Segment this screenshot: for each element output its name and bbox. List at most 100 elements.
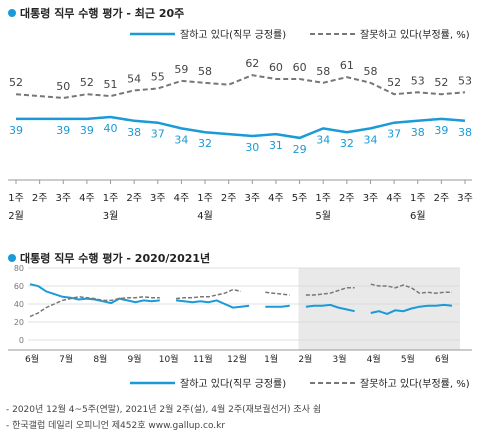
bullet-dot-icon: [8, 254, 16, 262]
x-tick-label: 2주: [32, 193, 48, 204]
shaded-2021-region: [298, 268, 460, 350]
approve-data-label: 30: [245, 141, 259, 154]
disapprove-line: [15, 74, 466, 100]
approve-line: [175, 299, 250, 309]
x-tick-label: 3주: [363, 193, 379, 204]
disapprove-data-label: 52: [80, 76, 94, 89]
chart2-title: 대통령 직무 수행 평가 - 2020/2021년: [8, 250, 210, 266]
disapprove-data-label: 59: [174, 63, 188, 76]
approve-data-label: 39: [56, 124, 70, 137]
approve-data-label: 34: [174, 133, 188, 146]
footnote-2: - 한국갤럽 데일리 오피니언 제452호 www.gallup.co.kr: [6, 421, 226, 431]
disapprove-data-label: 53: [458, 74, 472, 87]
disapprove-data-label: 60: [269, 61, 283, 74]
disapprove-data-label: 51: [104, 78, 118, 91]
month-label: 5월: [401, 353, 415, 365]
approve-data-label: 32: [340, 137, 354, 150]
disapprove-data-label: 58: [198, 65, 212, 78]
disapprove-data-label: 62: [245, 57, 259, 70]
month-label: 6월: [25, 353, 39, 365]
disapprove-line: [265, 291, 290, 296]
y-tick-label: 20: [14, 318, 24, 327]
y-tick-label: 40: [14, 300, 24, 309]
approve-data-label: 31: [269, 139, 283, 152]
disapprove-data-label: 52: [387, 76, 401, 89]
disapprove-line: [370, 283, 452, 294]
disapprove-data-label: 50: [56, 80, 70, 93]
approve-data-label: 38: [458, 126, 472, 139]
legend-disapprove-label: 잘못하고 있다(부정률, %): [360, 28, 470, 41]
x-tick-label: 4주: [268, 193, 284, 204]
chart2-svg: 0 20 40 60 80 6월 7월 8월 9월 10월 11월 12월 1월 2월 3월 4월 5월 6월잘하…: [8, 264, 472, 390]
approve-data-label: 38: [127, 126, 141, 139]
disapprove-data-label: 61: [340, 59, 354, 72]
month-label: 1월: [264, 353, 278, 365]
month-label: 6월: [410, 210, 426, 222]
disapprove-data-label: 52: [9, 76, 23, 89]
approve-line: [29, 283, 160, 305]
month-label: 5월: [315, 210, 331, 222]
x-tick-label: 1주: [315, 193, 331, 204]
x-tick-label: 1주: [197, 193, 213, 204]
month-label: 9월: [127, 353, 141, 365]
y-tick-label: 0: [19, 336, 24, 345]
approve-line: [16, 115, 466, 140]
x-tick-label: 2주: [434, 193, 450, 204]
x-tick-label: 3주: [457, 193, 473, 204]
x-tick-label: 4주: [79, 193, 95, 204]
month-label: 12월: [227, 353, 247, 365]
x-tick-label: 1주: [103, 193, 119, 204]
approve-data-label: 39: [80, 124, 94, 137]
month-label: 8월: [93, 353, 107, 365]
y-tick-label: 80: [14, 264, 24, 273]
legend-approve-label: 잘하고 있다(직무 긍정률): [180, 28, 286, 41]
month-label: 3월: [332, 353, 346, 365]
legend-disapprove-label: 잘못하고 있다(부정률, %): [360, 377, 470, 390]
x-tick-label: 1주: [8, 193, 24, 204]
disapprove-data-label: 58: [363, 65, 377, 78]
approve-data-label: 40: [104, 122, 118, 135]
legend-approve-label: 잘하고 있다(직무 긍정률): [180, 377, 286, 390]
x-tick-label: 2주: [126, 193, 142, 204]
disapprove-data-label: 52: [434, 76, 448, 89]
month-label: 4월: [197, 210, 213, 222]
chart1-svg: 잘하고 있다(직무 긍정률) 잘못하고 있다(부정률, %) 39 39 39 40 38 3…: [8, 28, 473, 222]
month-label: 7월: [59, 353, 73, 365]
approve-data-label: 34: [363, 133, 377, 146]
approve-line: [305, 303, 355, 313]
x-tick-label: 3주: [245, 193, 261, 204]
approve-data-label: 29: [293, 143, 307, 156]
approve-data-label: 37: [151, 128, 165, 141]
disapprove-line: [29, 296, 160, 318]
approve-data-label: 39: [434, 124, 448, 137]
disapprove-line: [305, 287, 355, 296]
chart1-title: 대통령 직무 수행 평가 - 최근 20주: [8, 5, 184, 21]
bullet-dot-icon: [8, 9, 16, 17]
month-label: 10월: [159, 353, 179, 365]
disapprove-data-label: 58: [316, 65, 330, 78]
disapprove-data-label: 53: [411, 74, 425, 87]
month-label: 2월: [8, 210, 24, 222]
disapprove-line: [176, 288, 242, 300]
month-label: 2월: [298, 353, 312, 365]
month-label: 11월: [193, 353, 213, 365]
x-tick-label: 2주: [339, 193, 355, 204]
approve-data-label: 37: [387, 128, 401, 141]
footnote-1: - 2020년 12월 4~5주(연말), 2021년 2월 2주(설), 4월…: [6, 405, 322, 415]
x-tick-label: 2주: [221, 193, 237, 204]
disapprove-data-label: 55: [151, 71, 165, 84]
x-tick-label: 3주: [150, 193, 166, 204]
disapprove-data-label: 60: [293, 61, 307, 74]
approve-data-label: 34: [316, 133, 330, 146]
approve-data-label: 38: [411, 126, 425, 139]
x-tick-label: 4주: [386, 193, 402, 204]
x-tick-label: 5주: [292, 193, 308, 204]
x-tick-label: 3주: [55, 193, 71, 204]
approve-line: [265, 304, 290, 308]
y-tick-label: 60: [14, 282, 24, 291]
disapprove-data-label: 54: [127, 72, 141, 85]
month-label: 6월: [435, 353, 449, 365]
approve-data-label: 32: [198, 137, 212, 150]
x-tick-label: 1주: [410, 193, 426, 204]
x-tick-label: 4주: [174, 193, 190, 204]
